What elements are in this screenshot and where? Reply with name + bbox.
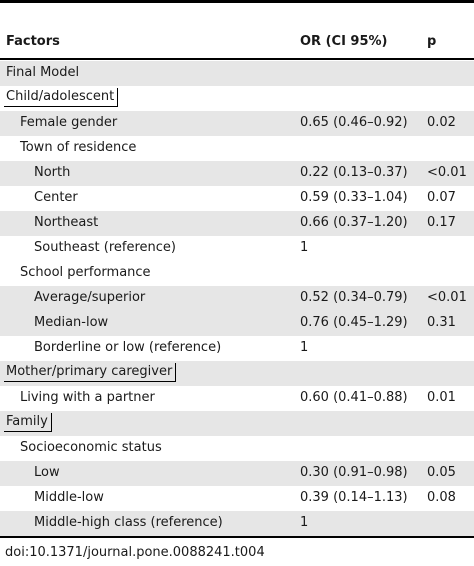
section-heading: Mother/primary caregiver xyxy=(4,363,177,382)
table-row: Female gender 0.65 (0.46–0.92) 0.02 xyxy=(0,111,474,136)
or-cell: 0.22 (0.13–0.37) xyxy=(300,165,408,180)
factor-cell: Borderline or low (reference) xyxy=(34,340,222,355)
or-cell: 1 xyxy=(300,515,309,530)
header-p: p xyxy=(427,34,437,49)
table-row: Final Model xyxy=(0,61,474,86)
table-row: Northeast 0.66 (0.37–1.20) 0.17 xyxy=(0,211,474,236)
table-row: Mother/primary caregiver xyxy=(0,361,474,386)
or-cell: 0.66 (0.37–1.20) xyxy=(300,215,408,230)
factor-cell: Center xyxy=(34,190,78,205)
or-cell: 0.76 (0.45–1.29) xyxy=(300,315,408,330)
factor-cell: Socioeconomic status xyxy=(20,440,162,455)
table-row: Low 0.30 (0.91–0.98) 0.05 xyxy=(0,461,474,486)
or-cell: 0.30 (0.91–0.98) xyxy=(300,465,408,480)
or-cell: 0.65 (0.46–0.92) xyxy=(300,115,408,130)
section-heading: Child/adolescent xyxy=(4,88,119,107)
table-row: Town of residence xyxy=(0,136,474,161)
or-cell: 0.59 (0.33–1.04) xyxy=(300,190,408,205)
factor-cell: School performance xyxy=(20,265,151,280)
results-table: Final Model Child/adolescent Female gender… xyxy=(0,61,474,536)
factor-cell: Middle-high class (reference) xyxy=(34,515,223,530)
factor-cell: Average/superior xyxy=(34,290,146,305)
header-rule xyxy=(0,58,474,60)
or-cell: 0.52 (0.34–0.79) xyxy=(300,290,408,305)
p-value-cell: 0.05 xyxy=(427,465,456,480)
table-row: Child/adolescent xyxy=(0,86,474,111)
p-value-cell: 0.31 xyxy=(427,315,456,330)
factor-cell: North xyxy=(34,165,71,180)
p-value-cell: 0.01 xyxy=(427,390,456,405)
table-row: Socioeconomic status xyxy=(0,436,474,461)
factor-cell: Southeast (reference) xyxy=(34,240,176,255)
p-value-cell: <0.01 xyxy=(427,290,467,305)
or-cell: 0.39 (0.14–1.13) xyxy=(300,490,408,505)
header-or: OR (CI 95%) xyxy=(300,34,388,49)
factor-cell: Low xyxy=(34,465,60,480)
bottom-rule xyxy=(0,536,474,538)
table-row: School performance xyxy=(0,261,474,286)
top-rule xyxy=(0,0,474,3)
factor-cell: Middle-low xyxy=(34,490,104,505)
p-value-cell: 0.07 xyxy=(427,190,456,205)
section-heading: Family xyxy=(4,413,52,432)
p-value-cell: 0.02 xyxy=(427,115,456,130)
table-row: Living with a partner 0.60 (0.41–0.88) 0.0… xyxy=(0,386,474,411)
or-cell: 1 xyxy=(300,240,309,255)
factor-cell: Female gender xyxy=(20,115,118,130)
p-value-cell: 0.17 xyxy=(427,215,456,230)
table-row: Southeast (reference) 1 xyxy=(0,236,474,261)
p-value-cell: 0.08 xyxy=(427,490,456,505)
table-row: Family xyxy=(0,411,474,436)
table-row: North 0.22 (0.13–0.37) <0.01 xyxy=(0,161,474,186)
factor-cell: Town of residence xyxy=(20,140,137,155)
table-row: Center 0.59 (0.33–1.04) 0.07 xyxy=(0,186,474,211)
factor-cell: Living with a partner xyxy=(20,390,155,405)
factor-cell: Northeast xyxy=(34,215,99,230)
table-header: Factors OR (CI 95%) p xyxy=(0,30,474,58)
factor-cell: Median-low xyxy=(34,315,109,330)
or-cell: 1 xyxy=(300,340,309,355)
p-value-cell: <0.01 xyxy=(427,165,467,180)
table-row: Borderline or low (reference) 1 xyxy=(0,336,474,361)
or-cell: 0.60 (0.41–0.88) xyxy=(300,390,408,405)
table-row: Middle-low 0.39 (0.14–1.13) 0.08 xyxy=(0,486,474,511)
table-row: Middle-high class (reference) 1 xyxy=(0,511,474,536)
header-factors: Factors xyxy=(6,34,60,49)
table-row: Median-low 0.76 (0.45–1.29) 0.31 xyxy=(0,311,474,336)
table-caption: doi:10.1371/journal.pone.0088241.t004 xyxy=(5,545,265,560)
table-row: Average/superior 0.52 (0.34–0.79) <0.01 xyxy=(0,286,474,311)
factor-cell: Final Model xyxy=(6,65,80,80)
